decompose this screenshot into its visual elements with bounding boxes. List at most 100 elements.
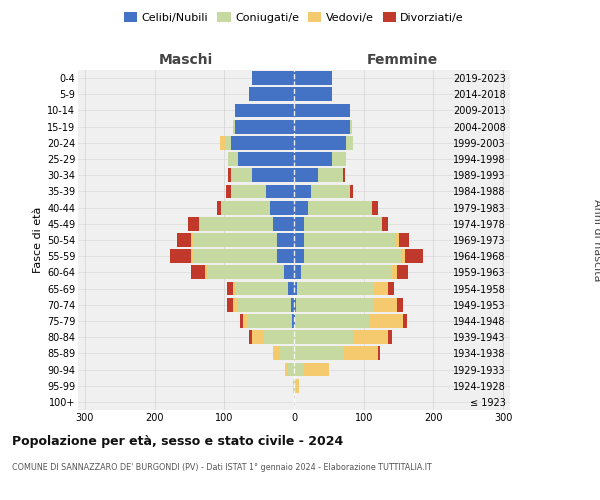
Bar	[294, 346, 343, 360]
Bar	[285, 362, 289, 376]
Bar	[236, 282, 289, 296]
Bar	[402, 250, 406, 263]
Text: Femmine: Femmine	[367, 54, 437, 68]
Bar	[231, 184, 266, 198]
Bar	[346, 136, 353, 149]
Bar	[397, 266, 407, 280]
Bar	[193, 233, 277, 247]
Bar	[304, 250, 402, 263]
Bar	[238, 298, 290, 312]
Bar	[353, 330, 388, 344]
Text: Maschi: Maschi	[159, 54, 213, 68]
Text: COMUNE DI SANNAZZARO DE' BURGONDI (PV) - Dati ISTAT 1° gennaio 2024 - Elaborazio: COMUNE DI SANNAZZARO DE' BURGONDI (PV) -…	[12, 462, 432, 471]
Bar	[381, 217, 382, 230]
Bar	[311, 184, 350, 198]
Bar	[227, 282, 233, 296]
Bar	[252, 71, 294, 85]
Bar	[188, 217, 199, 230]
Bar	[243, 314, 247, 328]
Bar	[294, 71, 332, 85]
Bar	[350, 120, 352, 134]
Bar	[199, 217, 200, 230]
Bar	[373, 298, 397, 312]
Bar	[395, 233, 398, 247]
Bar	[294, 250, 304, 263]
Bar	[263, 330, 294, 344]
Bar	[273, 346, 280, 360]
Bar	[200, 217, 273, 230]
Bar	[249, 88, 294, 101]
Bar	[228, 152, 238, 166]
Bar	[377, 346, 380, 360]
Bar	[228, 168, 231, 182]
Bar	[233, 282, 236, 296]
Bar	[371, 200, 372, 214]
Bar	[252, 330, 263, 344]
Bar	[294, 314, 295, 328]
Bar	[207, 266, 284, 280]
Bar	[280, 346, 294, 360]
Bar	[269, 200, 294, 214]
Bar	[289, 282, 294, 296]
Bar	[292, 314, 294, 328]
Bar	[284, 266, 294, 280]
Bar	[294, 184, 311, 198]
Bar	[239, 314, 243, 328]
Bar	[304, 362, 329, 376]
Bar	[392, 266, 397, 280]
Bar	[235, 120, 294, 134]
Bar	[332, 152, 346, 166]
Bar	[406, 250, 423, 263]
Bar	[170, 250, 191, 263]
Bar	[294, 282, 298, 296]
Text: Anni di nascita: Anni di nascita	[592, 198, 600, 281]
Bar	[350, 184, 353, 198]
Bar	[388, 330, 392, 344]
Bar	[289, 362, 294, 376]
Bar	[294, 362, 304, 376]
Bar	[294, 379, 295, 392]
Bar	[294, 233, 304, 247]
Bar	[220, 136, 226, 149]
Bar	[403, 314, 407, 328]
Bar	[388, 282, 394, 296]
Bar	[252, 168, 294, 182]
Bar	[191, 266, 205, 280]
Text: Popolazione per età, sesso e stato civile - 2024: Popolazione per età, sesso e stato civil…	[12, 435, 343, 448]
Bar	[294, 266, 301, 280]
Bar	[233, 120, 235, 134]
Legend: Celibi/Nubili, Coniugati/e, Vedovi/e, Divorziati/e: Celibi/Nubili, Coniugati/e, Vedovi/e, Di…	[119, 8, 469, 27]
Bar	[217, 200, 221, 214]
Bar	[191, 250, 193, 263]
Bar	[398, 233, 409, 247]
Bar	[294, 136, 346, 149]
Bar	[294, 298, 296, 312]
Bar	[231, 168, 252, 182]
Bar	[382, 217, 388, 230]
Bar	[277, 250, 294, 263]
Bar	[221, 200, 269, 214]
Bar	[294, 152, 332, 166]
Bar	[233, 298, 238, 312]
Y-axis label: Fasce di età: Fasce di età	[32, 207, 43, 273]
Bar	[294, 88, 332, 101]
Bar	[227, 298, 233, 312]
Bar	[294, 168, 319, 182]
Bar	[266, 184, 294, 198]
Bar	[191, 233, 193, 247]
Bar	[308, 200, 371, 214]
Bar	[249, 330, 252, 344]
Bar	[294, 200, 308, 214]
Bar	[290, 298, 294, 312]
Bar	[301, 266, 392, 280]
Bar	[294, 330, 353, 344]
Bar	[295, 314, 368, 328]
Bar	[226, 136, 231, 149]
Bar	[273, 217, 294, 230]
Bar	[293, 379, 294, 392]
Bar	[205, 266, 207, 280]
Bar	[319, 168, 343, 182]
Bar	[397, 298, 403, 312]
Bar	[304, 233, 395, 247]
Bar	[298, 282, 374, 296]
